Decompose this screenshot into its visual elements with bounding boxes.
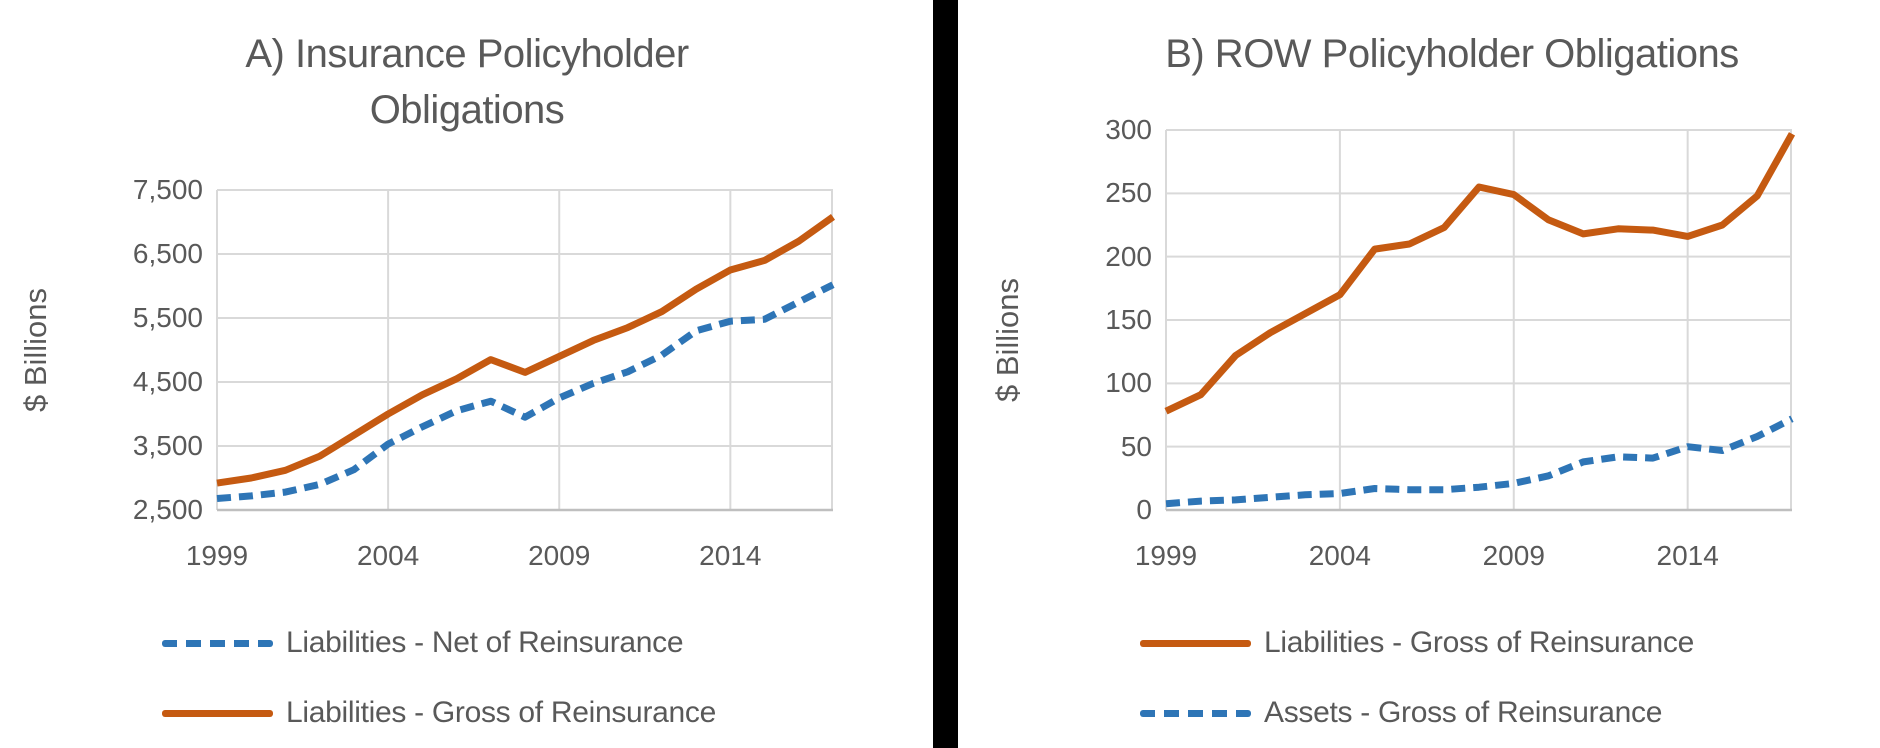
dashed-blue-line-swatch (1140, 709, 1251, 717)
y-tick-label: 250 (1105, 177, 1152, 209)
y-tick-label: 50 (1120, 430, 1152, 462)
assets-gross-line (1165, 415, 1794, 508)
chart-a-title-line1: A) Insurance Policyholder (245, 32, 689, 76)
x-tick-label: 2004 (1308, 540, 1372, 571)
x-tick-label: 2014 (699, 540, 762, 571)
dashed-blue-line-swatch (162, 639, 273, 647)
y-tick-label: 5,500 (132, 302, 203, 333)
chart-a-y-axis-title: $ Billions (18, 287, 53, 413)
chart-b-legend-item-liabilities: Liabilities - Gross of Reinsurance (1140, 625, 1694, 661)
x-tick-label: 2014 (1656, 540, 1719, 571)
solid-orange-line-swatch (162, 709, 273, 717)
chart-b-legend-item-assets: Assets - Gross of Reinsurance (1140, 695, 1662, 731)
chart-a-title: A) Insurance Policyholder Obligations (167, 26, 767, 138)
chart-b-plot-svg (1164, 129, 1796, 512)
y-tick-label: 200 (1105, 240, 1152, 272)
y-tick-label: 7,500 (132, 174, 203, 205)
y-tick-label: 4,500 (132, 366, 203, 397)
chart-a-title-line2: Obligations (369, 88, 565, 132)
x-tick-label: 1999 (1134, 540, 1198, 571)
x-tick-label: 2009 (528, 540, 591, 571)
x-tick-label: 2004 (356, 540, 420, 571)
x-tick-label: 1999 (185, 540, 249, 571)
liabilities-net-line (216, 281, 835, 502)
y-tick-label: 100 (1105, 367, 1152, 399)
y-tick-label: 150 (1105, 304, 1152, 335)
y-tick-label: 300 (1105, 114, 1152, 145)
chart-a-plot-svg (216, 189, 836, 512)
y-tick-label: 6,500 (132, 238, 203, 269)
legend-label-net: Liabilities - Net of Reinsurance (286, 626, 684, 659)
solid-orange-line-swatch (1140, 639, 1251, 647)
y-tick-label: 3,500 (132, 430, 203, 461)
y-tick-label: 2,500 (132, 494, 203, 525)
chart-a-legend-item-gross: Liabilities - Gross of Reinsurance (162, 695, 716, 731)
liabilities-gross-a-line (216, 214, 836, 487)
chart-a-legend-item-net: Liabilities - Net of Reinsurance (162, 625, 684, 661)
y-tick-label: 0 (1136, 494, 1152, 525)
panel-divider (933, 0, 958, 748)
chart-b-title: B) ROW Policyholder Obligations (992, 26, 1880, 82)
legend-label-gross-a: Liabilities - Gross of Reinsurance (286, 696, 716, 729)
chart-b-y-axis-title: $ Billions (990, 277, 1025, 403)
legend-label-assets: Assets - Gross of Reinsurance (1264, 696, 1663, 729)
liabilities-gross-b-line (1164, 132, 1796, 415)
x-tick-label: 2009 (1482, 540, 1545, 571)
chart-b-title-line1: B) ROW Policyholder Obligations (1165, 32, 1739, 76)
legend-label-gross-b: Liabilities - Gross of Reinsurance (1264, 626, 1694, 659)
